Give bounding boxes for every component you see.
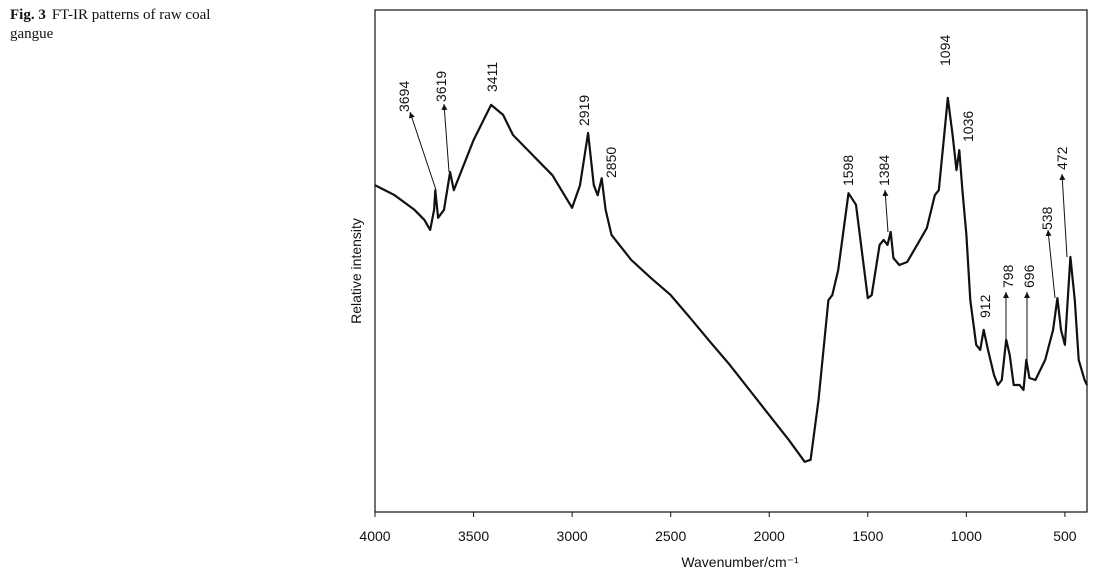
x-tick-label: 500 — [1053, 528, 1077, 544]
x-tick-label: 1000 — [951, 528, 982, 544]
plot-frame — [374, 9, 1088, 513]
peak-label: 798 — [1000, 264, 1016, 288]
peak-label: 1094 — [937, 35, 953, 66]
peak-label: 3619 — [433, 71, 449, 102]
peak-label: 538 — [1039, 206, 1055, 230]
peak-label: 3411 — [484, 62, 500, 92]
peak-label: 2919 — [576, 95, 592, 126]
peak-label: 472 — [1054, 146, 1070, 170]
x-tick-label: 1500 — [852, 528, 883, 544]
y-axis-label: Relative intensity — [348, 218, 364, 324]
peak-label: 696 — [1021, 264, 1037, 288]
peak-arrow — [882, 189, 889, 233]
peak-label: 1384 — [876, 155, 892, 186]
peak-label: 2850 — [603, 147, 619, 178]
caption-text: FT-IR patterns of raw coal gangue — [10, 7, 211, 42]
caption-label: Fig. 3 — [10, 7, 46, 23]
x-tick-label: 2500 — [655, 528, 686, 544]
spectrum-line — [374, 96, 1088, 463]
peak-label: 1036 — [960, 111, 976, 142]
x-axis-label: Wavenumber/cm⁻¹ — [681, 554, 799, 570]
x-tick-label: 2000 — [754, 528, 785, 544]
caption: Fig. 3 FT-IR patterns of raw coal gangue — [10, 6, 245, 44]
peak-arrow — [1045, 229, 1056, 299]
peak-label: 1598 — [840, 155, 856, 186]
peak-arrow — [409, 111, 437, 191]
peak-arrow — [441, 103, 450, 173]
x-tick-label: 4000 — [359, 528, 390, 544]
peak-label: 912 — [977, 294, 993, 318]
x-tick-label: 3000 — [557, 528, 588, 544]
x-tick-label: 3500 — [458, 528, 489, 544]
peak-label: 3694 — [396, 81, 412, 112]
peak-arrow — [1059, 173, 1068, 258]
